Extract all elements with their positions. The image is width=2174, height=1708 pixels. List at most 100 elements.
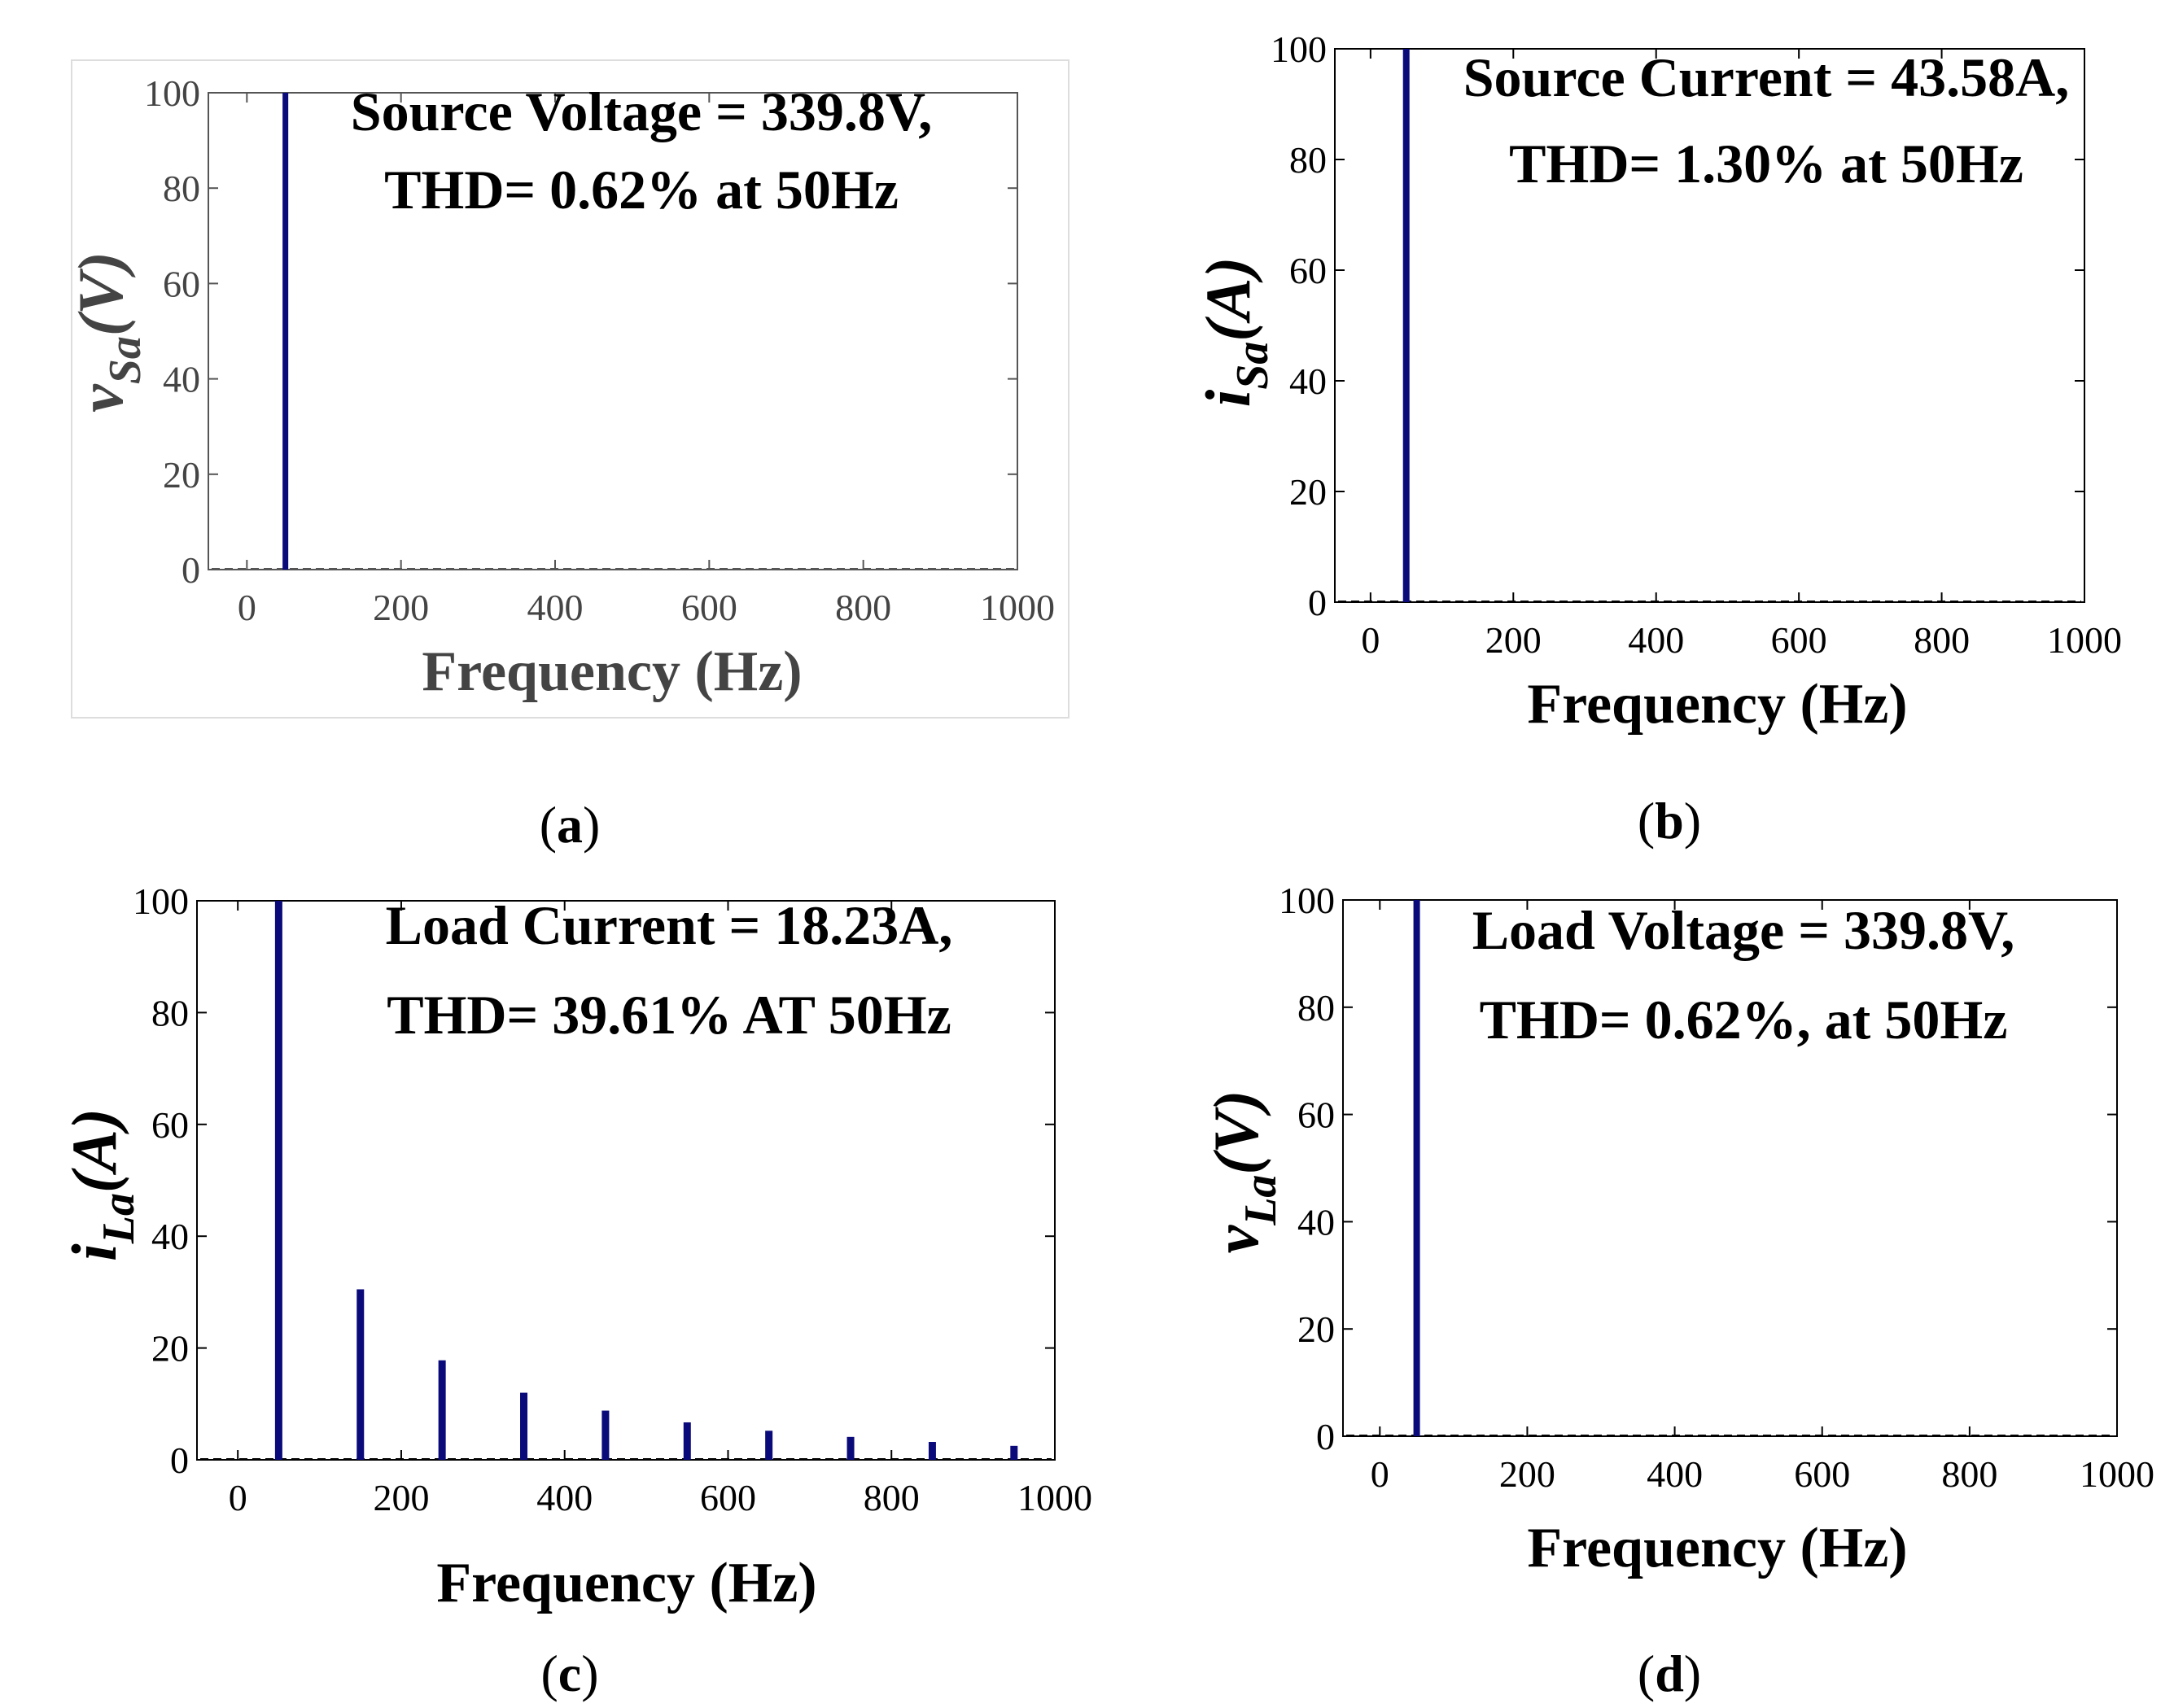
x-tick-label: 1000 <box>2047 619 2122 661</box>
y-tick-label: 20 <box>1289 471 1327 513</box>
x-tick-label: 400 <box>1647 1453 1703 1495</box>
panel-frame <box>71 59 1070 719</box>
y-label-subscript: Sa <box>1227 342 1278 390</box>
plot-area <box>1334 48 2085 603</box>
y-tick-label: 40 <box>151 1216 189 1257</box>
y-tick-label: 60 <box>1289 250 1327 291</box>
y-axis-label: iLa(A) <box>59 1108 144 1261</box>
y-label-subscript: La <box>1236 1175 1286 1226</box>
y-tick-label: 60 <box>163 263 200 304</box>
x-tick-label: 400 <box>536 1477 593 1518</box>
x-tick-label: 0 <box>1371 1453 1389 1495</box>
x-tick-label: 800 <box>864 1477 920 1518</box>
chart-panel-a: 0 200 400 600 800 1000 0 20 40 60 80 100 Source Volt… <box>65 59 1070 854</box>
x-tick-label: 1000 <box>980 587 1055 628</box>
x-axis-label: Frequency (Hz) <box>1527 673 1907 736</box>
x-tick-label: 600 <box>700 1477 756 1518</box>
chart-panel-b: 0 200 400 600 800 1000 0 20 40 60 80 100 Source Curr… <box>1192 28 2122 850</box>
y-tick-label: 80 <box>151 992 189 1033</box>
y-label-unit: (V) <box>1201 1090 1271 1175</box>
plot-area <box>196 900 1056 1461</box>
panel-caption-letter: b <box>1655 792 1684 850</box>
thd-annotation-line: Source Current = 43.58A, <box>1463 46 2070 108</box>
x-tick-label: 200 <box>373 1477 429 1518</box>
y-tick-label: 100 <box>133 880 189 922</box>
y-label-subscript: La <box>94 1193 144 1244</box>
panel-caption: (d) <box>1638 1645 1701 1702</box>
y-tick-label: 40 <box>1289 360 1327 402</box>
panel-caption: (b) <box>1638 792 1701 850</box>
x-tick-label: 0 <box>238 587 256 628</box>
bar-harmonic <box>438 1360 446 1460</box>
y-tick-label: 80 <box>1297 987 1335 1029</box>
x-tick-label: 400 <box>1628 619 1684 661</box>
y-tick-label: 40 <box>163 359 200 400</box>
plot-area <box>208 92 1018 570</box>
bar-harmonic <box>520 1392 528 1460</box>
bar-harmonic <box>1402 49 1410 602</box>
thd-annotation-line: THD= 0.62%, at 50Hz <box>1480 989 2008 1051</box>
plot-area <box>1342 899 2118 1437</box>
x-tick-label: 0 <box>1361 619 1380 661</box>
x-tick-label: 600 <box>1794 1453 1850 1495</box>
y-label-main: v <box>65 383 136 413</box>
bar-harmonic <box>765 1431 773 1460</box>
chart-panel-c: 0 200 400 600 800 1000 0 20 40 60 80 100 Load Curren… <box>59 880 1092 1702</box>
x-tick-label: 400 <box>527 587 584 628</box>
thd-annotation-line: Load Current = 18.23A, <box>386 894 953 956</box>
y-tick-label: 100 <box>1279 880 1335 921</box>
x-axis-label: Frequency (Hz) <box>1527 1517 1907 1579</box>
panel-caption: (a) <box>540 796 601 854</box>
y-label-subscript: Sa <box>100 336 151 384</box>
y-axis-label: vLa(V) <box>1201 1090 1286 1254</box>
x-tick-label: 600 <box>681 587 737 628</box>
x-tick-label: 200 <box>1485 619 1542 661</box>
y-tick-label: 20 <box>151 1328 189 1369</box>
y-label-unit: (A) <box>59 1108 129 1193</box>
y-label-unit: (V) <box>65 251 136 336</box>
y-axis-label: vSa(V) <box>65 251 151 413</box>
bar-harmonic <box>846 1436 855 1460</box>
y-tick-label: 0 <box>182 549 200 591</box>
bar-harmonic <box>282 93 289 570</box>
x-axis-label: Frequency (Hz) <box>436 1552 816 1614</box>
bar-harmonic <box>601 1410 610 1460</box>
bar-harmonic <box>928 1442 936 1460</box>
y-tick-label: 60 <box>1297 1094 1335 1136</box>
y-tick-label: 20 <box>163 454 200 496</box>
bar-harmonic <box>357 1289 365 1460</box>
thd-annotation-line: THD= 39.61% AT 50Hz <box>387 984 951 1046</box>
y-label-main: i <box>1192 389 1263 407</box>
thd-annotation-line: Load Voltage = 339.8V, <box>1472 899 2015 961</box>
bar-harmonic <box>683 1422 691 1460</box>
y-tick-label: 100 <box>1271 28 1327 70</box>
bar-harmonic <box>1413 900 1420 1436</box>
y-axis-label: iSa(A) <box>1192 257 1278 408</box>
thd-annotation-line: THD= 0.62% at 50Hz <box>384 159 899 221</box>
x-tick-label: 600 <box>1771 619 1827 661</box>
y-tick-label: 80 <box>1289 139 1327 181</box>
x-tick-label: 200 <box>373 587 429 628</box>
x-tick-label: 200 <box>1499 1453 1555 1495</box>
y-tick-label: 20 <box>1297 1308 1335 1350</box>
x-axis-label: Frequency (Hz) <box>422 640 802 703</box>
thd-annotation-line: Source Voltage = 339.8V, <box>351 81 932 142</box>
panel-caption-letter: d <box>1655 1645 1684 1702</box>
x-tick-label: 1000 <box>1017 1477 1092 1518</box>
panel-caption-letter: c <box>558 1645 581 1702</box>
y-tick-label: 60 <box>151 1104 189 1146</box>
panel-caption: (c) <box>540 1645 598 1702</box>
y-label-unit: (A) <box>1192 257 1263 342</box>
y-tick-label: 0 <box>1308 582 1327 623</box>
x-tick-label: 800 <box>1941 1453 1997 1495</box>
y-tick-label: 40 <box>1297 1201 1335 1243</box>
bar-harmonic <box>274 901 282 1460</box>
y-label-main: i <box>59 1243 129 1261</box>
x-tick-label: 0 <box>229 1477 247 1518</box>
y-tick-label: 0 <box>1316 1416 1335 1457</box>
y-label-main: v <box>1201 1224 1271 1253</box>
thd-annotation-line: THD= 1.30% at 50Hz <box>1509 133 2023 194</box>
y-tick-label: 80 <box>163 168 200 209</box>
bar-harmonic <box>1010 1445 1018 1460</box>
